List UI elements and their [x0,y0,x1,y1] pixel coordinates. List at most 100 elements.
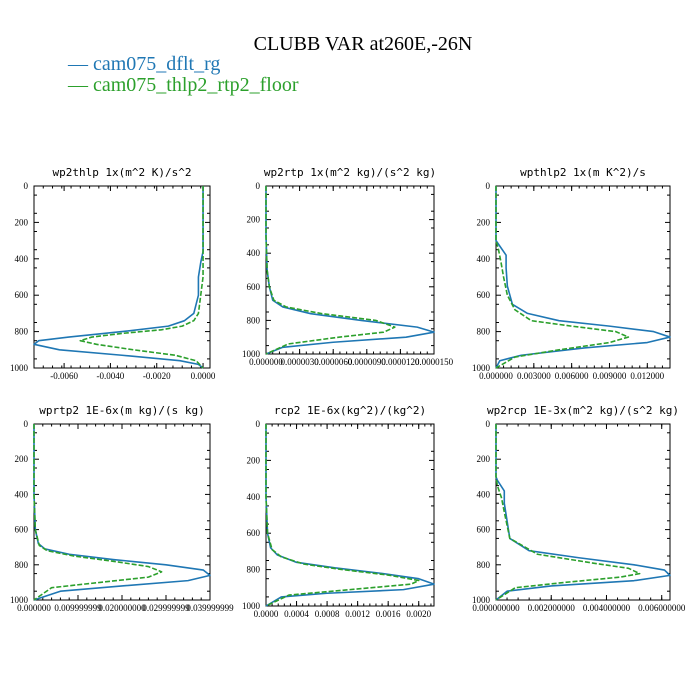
y-tick-label: 0 [24,419,29,429]
y-axis: 0 200 400 600 800 1000 [242,181,434,359]
x-tick-label: 0.0020 [406,609,431,619]
y-tick-label: 600 [247,528,261,538]
x-tick-label: 0.009999999 [54,603,102,613]
x-tick-label: 0.012000 [630,371,664,381]
x-tick-label: 0.004000000 [583,603,631,613]
x-axis: 0.000000000 0.002000000 0.004000000 0.00600… [472,424,686,613]
y-tick-label: 400 [15,254,29,264]
y-tick-label: 800 [477,327,491,337]
chart-title: wp2rtp 1x(m^2 kg)/(s^2 kg) [264,166,436,179]
y-tick-label: 0 [24,181,29,191]
y-axis: 0 200 400 600 800 1000 [10,419,210,605]
x-tick-label: 0.000000 [249,357,283,367]
y-tick-label: 400 [477,489,491,499]
y-tick-label: 800 [15,560,29,570]
chart-panel-2: wp2rtp 1x(m^2 kg)/(s^2 kg)0 200 400 600 800 1… [242,166,454,367]
y-tick-label: 200 [15,454,29,464]
chart-title: wpthlp2 1x(m K^2)/s [520,166,646,179]
x-tick-label: 0.0012 [345,609,370,619]
chart-panel-5: rcp2 1E-6x(kg^2)/(kg^2) 0 200 400 600 800 1000… [242,404,435,619]
x-axis: 0.000000 0.0099999990.0200000000.02999999… [17,424,234,613]
x-tick-label: 0.0016 [376,609,401,619]
x-axis: 0.0000 0.0004 0.0008 0.0012 0.0016 0.0020 [254,424,432,619]
y-axis: 0 200 400 600 800 1000 [10,181,210,373]
plot-frame [495,423,671,601]
x-tick-label: 0.0000 [191,371,216,381]
series-line-dflt [495,424,671,601]
plot-frame [33,185,211,369]
y-tick-label: 200 [247,455,261,465]
x-tick-label: 0.0000030 [280,357,319,367]
y-tick-label: 600 [247,282,261,292]
plot-frame [495,185,671,369]
x-tick-label: -0.0060 [50,371,78,381]
x-tick-label: 0.0000060 [314,357,353,367]
x-tick-label: 0.0004 [284,609,309,619]
x-tick-label: 0.0000150 [415,357,454,367]
chart-panel-6: wp2rcp 1E-3x(m^2 kg)/(s^2 kg) 0 200 400 600 8… [472,404,686,613]
x-tick-label: 0.0000 [254,609,279,619]
x-axis: 0.000000 0.003000 0.006000 0.009000 0.012000 [479,186,671,381]
y-axis: 0 200 400 600 800 1000 [472,419,670,605]
y-tick-label: 0 [256,419,261,429]
x-tick-label: 0.039999999 [186,603,234,613]
y-tick-label: 0 [256,181,261,191]
y-tick-label: 400 [247,492,261,502]
series-line-floor [79,186,204,369]
plot-frame [33,423,211,601]
y-tick-label: 800 [477,560,491,570]
x-tick-label: 0.009000 [593,371,627,381]
y-tick-label: 600 [15,290,29,300]
series-line-floor [495,186,630,369]
y-tick-label: 600 [15,525,29,535]
y-tick-label: 400 [15,489,29,499]
y-tick-label: 400 [477,254,491,264]
x-tick-label: 0.0000090 [348,357,387,367]
x-tick-label: 0.000000 [17,603,51,613]
y-tick-label: 200 [477,454,491,464]
y-axis: 0 200 400 600 800 1000 [472,181,670,373]
y-tick-label: 1000 [472,363,491,373]
chart-title: wprtp2 1E-6x(m kg)/(s kg) [39,404,205,417]
chart-title: wp2rcp 1E-3x(m^2 kg)/(s^2 kg) [487,404,679,417]
series-line-dflt [33,186,204,369]
x-axis: 0.0000000.00000300.00000600.00000900.000… [249,186,454,367]
x-tick-label: 0.006000 [555,371,589,381]
legend-item-floor: — cam075_thlp2_rtp2_floor [67,74,299,96]
series-line-dflt [33,424,211,601]
series-line-dflt [265,186,435,355]
series-line-floor [33,424,163,601]
x-axis: -0.0060 -0.0040 -0.0020 0.0000 [33,186,216,381]
x-tick-label: 0.000000000 [472,603,520,613]
chart-title: rcp2 1E-6x(kg^2)/(kg^2) [274,404,426,417]
chart-panel-4: wprtp2 1E-6x(m kg)/(s kg) 0 200 400 600 800 10… [10,404,234,613]
figure-title: CLUBB VAR at260E,-26N [254,33,473,55]
series-line-floor [265,186,396,355]
y-tick-label: 200 [477,217,491,227]
chart-panel-1: wp2thlp 1x(m^2 K)/s^2 0 200 400 600 800 1000 -0… [10,166,216,381]
x-tick-label: -0.0020 [143,371,171,381]
legend-item-dflt: — cam075_dflt_rg [67,53,220,75]
x-tick-label: -0.0040 [97,371,125,381]
x-tick-label: 0.0000120 [381,357,420,367]
y-tick-label: 1000 [472,595,491,605]
x-tick-label: 0.0008 [315,609,340,619]
series-line-dflt [265,424,435,607]
y-tick-label: 800 [15,327,29,337]
y-tick-label: 800 [247,565,261,575]
series-line-dflt [495,186,671,369]
y-axis: 0 200 400 600 800 1000 [242,419,434,611]
chart-panel-3: wpthlp2 1x(m K^2)/s020040060080010000.00… [472,166,671,381]
series-line-floor [495,424,641,601]
plot-frame [265,185,435,355]
x-tick-label: 0.006000000 [638,603,686,613]
y-tick-label: 800 [247,315,261,325]
panels: wp2thlp 1x(m^2 K)/s^2 0 200 400 600 800 1000 -0… [10,166,686,619]
x-tick-label: 0.029999999 [142,603,190,613]
y-tick-label: 0 [486,181,491,191]
y-tick-label: 0 [486,419,491,429]
y-tick-label: 1000 [242,601,261,611]
series-line-floor [265,424,420,607]
y-tick-label: 200 [247,215,261,225]
